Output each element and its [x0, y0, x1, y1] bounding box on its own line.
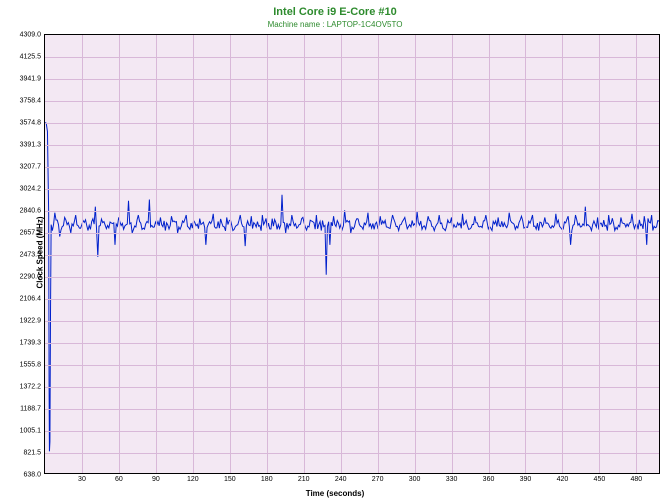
chart-title: Intel Core i9 E-Core #10 [0, 6, 670, 18]
x-tick-label: 90 [152, 476, 160, 483]
plot-area: 638.0821.51005.11188.71372.21555.81739.3… [44, 34, 660, 474]
x-tick-label: 300 [409, 476, 421, 483]
y-tick-label: 3574.8 [20, 120, 41, 127]
y-tick-label: 2106.4 [20, 296, 41, 303]
gridline-h [45, 277, 659, 278]
gridline-v [119, 35, 120, 473]
gridline-v [562, 35, 563, 473]
y-tick-label: 821.5 [23, 450, 41, 457]
gridline-h [45, 365, 659, 366]
gridline-v [599, 35, 600, 473]
gridline-h [45, 299, 659, 300]
y-axis-title: Clock Speed (MHz) [36, 216, 45, 288]
y-tick-label: 1739.3 [20, 340, 41, 347]
x-tick-label: 180 [261, 476, 273, 483]
gridline-h [45, 167, 659, 168]
x-tick-label: 150 [224, 476, 236, 483]
clock-speed-line [45, 123, 659, 452]
gridline-h [45, 453, 659, 454]
x-tick-label: 120 [187, 476, 199, 483]
y-tick-label: 1922.9 [20, 317, 41, 324]
gridline-h [45, 145, 659, 146]
gridline-h [45, 387, 659, 388]
chart-container: Intel Core i9 E-Core #10 Machine name : … [0, 0, 670, 502]
gridline-h [45, 409, 659, 410]
gridline-h [45, 101, 659, 102]
gridline-v [156, 35, 157, 473]
gridline-h [45, 123, 659, 124]
gridline-h [45, 79, 659, 80]
gridline-v [82, 35, 83, 473]
y-tick-label: 1188.7 [20, 405, 41, 412]
gridline-v [415, 35, 416, 473]
gridline-h [45, 233, 659, 234]
gridline-v [193, 35, 194, 473]
gridline-v [636, 35, 637, 473]
y-tick-label: 4309.0 [20, 32, 41, 39]
gridline-v [452, 35, 453, 473]
y-tick-label: 3758.4 [20, 97, 41, 104]
gridline-v [230, 35, 231, 473]
y-tick-label: 638.0 [23, 472, 41, 479]
gridline-v [267, 35, 268, 473]
gridline-v [378, 35, 379, 473]
gridline-h [45, 255, 659, 256]
gridline-h [45, 211, 659, 212]
x-tick-label: 390 [520, 476, 532, 483]
gridline-h [45, 431, 659, 432]
gridline-v [489, 35, 490, 473]
x-tick-label: 480 [631, 476, 643, 483]
chart-subtitle: Machine name : LAPTOP-1C4OV5TO [0, 20, 670, 29]
y-tick-label: 3024.2 [20, 185, 41, 192]
gridline-h [45, 343, 659, 344]
x-tick-label: 360 [483, 476, 495, 483]
gridline-h [45, 321, 659, 322]
gridline-v [525, 35, 526, 473]
x-tick-label: 270 [372, 476, 384, 483]
x-tick-label: 420 [557, 476, 569, 483]
x-tick-label: 30 [78, 476, 86, 483]
y-tick-label: 1372.2 [20, 384, 41, 391]
x-axis-title: Time (seconds) [0, 489, 670, 498]
y-tick-label: 3207.7 [20, 164, 41, 171]
y-tick-label: 3941.9 [20, 76, 41, 83]
y-tick-label: 1005.1 [20, 428, 41, 435]
gridline-v [304, 35, 305, 473]
y-tick-label: 4125.5 [20, 53, 41, 60]
y-tick-label: 2840.6 [20, 208, 41, 215]
x-tick-label: 60 [115, 476, 123, 483]
gridline-h [45, 57, 659, 58]
gridline-v [341, 35, 342, 473]
x-tick-label: 330 [446, 476, 458, 483]
x-tick-label: 210 [298, 476, 310, 483]
x-tick-label: 240 [335, 476, 347, 483]
x-tick-label: 450 [594, 476, 606, 483]
y-tick-label: 1555.8 [20, 361, 41, 368]
y-tick-label: 3391.3 [20, 141, 41, 148]
gridline-h [45, 189, 659, 190]
